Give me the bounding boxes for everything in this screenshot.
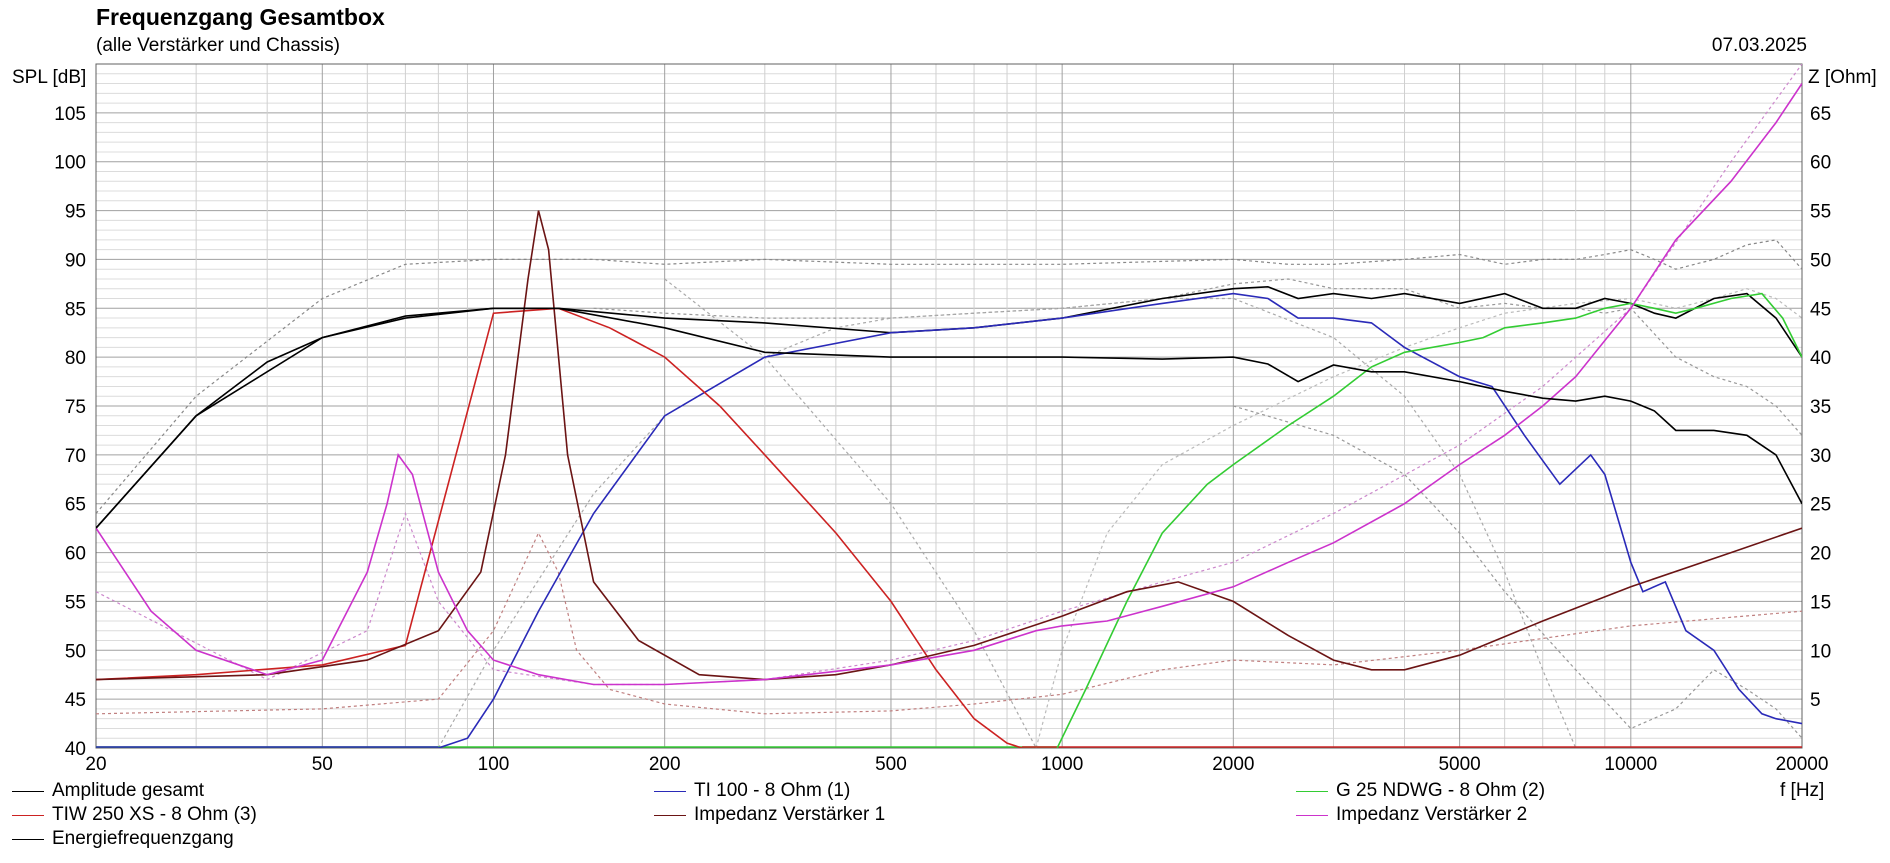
legend-label: TI 100 - 8 Ohm (1) xyxy=(694,780,851,801)
y-tick-label: 90 xyxy=(65,250,86,271)
legend-item: Energiefrequenzgang xyxy=(12,827,234,851)
y2-tick-label: 45 xyxy=(1810,299,1831,320)
y-tick-label: 105 xyxy=(54,104,86,125)
legend-label: TIW 250 XS - 8 Ohm (3) xyxy=(52,804,257,825)
x-tick-label: 1000 xyxy=(1041,754,1083,775)
legend-label: Impedanz Verstärker 2 xyxy=(1336,804,1528,825)
legend-swatch xyxy=(1296,790,1328,792)
legend-item: TI 100 - 8 Ohm (1) xyxy=(654,779,850,803)
ti100-line xyxy=(438,292,1802,748)
y2-tick-label: 30 xyxy=(1810,446,1831,467)
legend-swatch xyxy=(654,814,686,816)
x-tick-label: 10000 xyxy=(1604,754,1657,775)
y-tick-label: 95 xyxy=(65,202,86,223)
plot-frame xyxy=(95,63,1803,749)
y2-tick-label: 10 xyxy=(1810,641,1831,662)
x-tick-label: 500 xyxy=(875,754,907,775)
legend-item: Impedanz Verstärker 1 xyxy=(654,803,885,827)
chart-subtitle: (alle Verstärker und Chassis) xyxy=(96,35,340,56)
y-tick-label: 75 xyxy=(65,397,86,418)
legend-item: Amplitude gesamt xyxy=(12,779,204,803)
y-tick-label: 100 xyxy=(54,153,86,174)
chart-date: 07.03.2025 xyxy=(1711,35,1807,56)
y-tick-label: 45 xyxy=(65,690,86,711)
y-tick-label: 80 xyxy=(65,348,86,369)
y2-tick-label: 50 xyxy=(1810,250,1831,271)
y-tick-label: 65 xyxy=(65,495,86,516)
y2-tick-label: 40 xyxy=(1810,348,1831,369)
g25-line xyxy=(1056,292,1802,748)
x-tick-label: 20 xyxy=(85,754,106,775)
legend-swatch xyxy=(1296,814,1328,816)
reference-curve xyxy=(664,278,1037,748)
legend-swatch xyxy=(12,790,44,792)
legend-swatch xyxy=(654,790,686,792)
reference-curve xyxy=(437,297,1577,748)
y2-tick-label: 5 xyxy=(1810,690,1821,711)
reference-curve xyxy=(96,531,1802,715)
energiefrequenzgang-line xyxy=(96,307,1802,529)
legend-swatch xyxy=(12,814,44,816)
y2-tick-label: 65 xyxy=(1810,104,1831,125)
x-tick-label: 50 xyxy=(312,754,333,775)
x-tick-label: 2000 xyxy=(1212,754,1254,775)
legend-label: Impedanz Verstärker 1 xyxy=(694,804,886,825)
legend-label: Amplitude gesamt xyxy=(52,780,205,801)
legend-label: Energiefrequenzgang xyxy=(52,828,234,849)
legend-swatch xyxy=(12,838,44,840)
impedanz-verstaerker-2-line xyxy=(96,83,1802,686)
reference-curve xyxy=(1233,405,1802,739)
y-tick-label: 50 xyxy=(65,641,86,662)
reference-curve xyxy=(96,239,1802,514)
y-axis-label: SPL [dB] xyxy=(12,67,86,88)
y2-tick-label: 60 xyxy=(1810,153,1831,174)
x-axis-label: f [Hz] xyxy=(1780,780,1824,801)
legend-item: Impedanz Verstärker 2 xyxy=(1296,803,1527,827)
y2-tick-label: 15 xyxy=(1810,592,1831,613)
impedanz-verstaerker-1-line xyxy=(96,210,1802,681)
x-tick-label: 20000 xyxy=(1776,754,1829,775)
chart-title: Frequenzgang Gesamtbox xyxy=(96,4,385,30)
y-tick-label: 55 xyxy=(65,592,86,613)
y-tick-label: 70 xyxy=(65,446,86,467)
y-tick-label: 85 xyxy=(65,299,86,320)
y2-tick-label: 35 xyxy=(1810,397,1831,418)
y-tick-label: 40 xyxy=(65,739,86,760)
legend-label: G 25 NDWG - 8 Ohm (2) xyxy=(1336,780,1546,801)
y2-axis-label: Z [Ohm] xyxy=(1808,67,1877,88)
x-tick-label: 100 xyxy=(478,754,510,775)
reference-curve xyxy=(1035,288,1802,748)
y2-tick-label: 20 xyxy=(1810,544,1831,565)
legend-item: G 25 NDWG - 8 Ohm (2) xyxy=(1296,779,1545,803)
legend-item: TIW 250 XS - 8 Ohm (3) xyxy=(12,803,257,827)
x-tick-label: 5000 xyxy=(1438,754,1480,775)
y2-tick-label: 25 xyxy=(1810,495,1831,516)
tiw250-line xyxy=(96,307,1023,748)
x-tick-label: 200 xyxy=(649,754,681,775)
y-tick-label: 60 xyxy=(65,544,86,565)
y2-tick-label: 55 xyxy=(1810,202,1831,223)
